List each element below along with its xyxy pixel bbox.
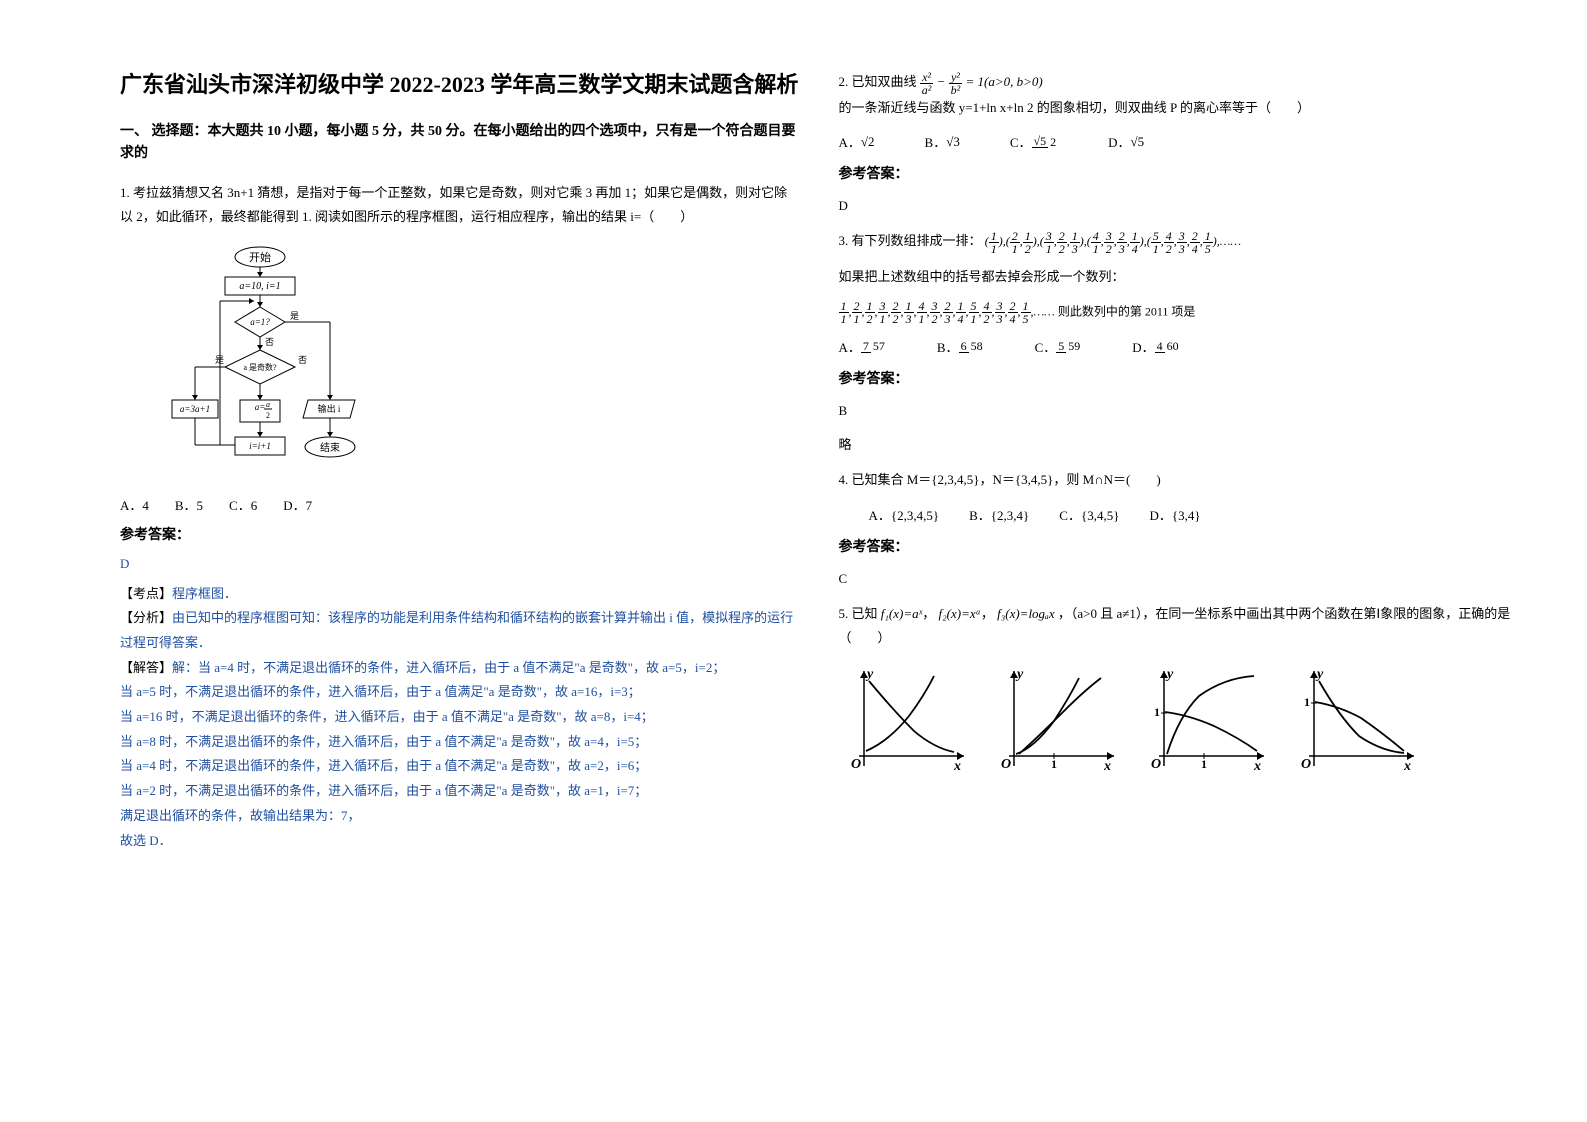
q1-solve2: 当 a=5 时，不满足退出循环的条件，进入循环后，由于 a 值满足"a 是奇数"… bbox=[120, 680, 799, 705]
svg-text:O: O bbox=[1151, 757, 1161, 772]
svg-text:1: 1 bbox=[1201, 757, 1207, 771]
flowchart: 开始 a=10, i=1 a=1? 是 否 a 是奇数? 是 否 bbox=[170, 245, 370, 485]
q2-optB: B．√3 bbox=[925, 132, 960, 151]
q1-solve4: 当 a=8 时，不满足退出循环的条件，进入循环后，由于 a 值不满足"a 是奇数… bbox=[120, 730, 799, 755]
graph-c: O y x 1 1 bbox=[1139, 666, 1269, 776]
svg-text:O: O bbox=[851, 757, 861, 772]
svg-text:y: y bbox=[1315, 667, 1324, 682]
svg-text:输出 i: 输出 i bbox=[318, 403, 341, 414]
q3-options: A．757 B．658 C．559 D．460 bbox=[839, 337, 1518, 356]
svg-text:1: 1 bbox=[1051, 757, 1057, 771]
svg-text:x: x bbox=[953, 759, 961, 774]
q4-options: A．{2,3,4,5} B．{2,3,4} C．{3,4,5} D．{3,4} bbox=[869, 505, 1518, 524]
svg-text:i=i+1: i=i+1 bbox=[249, 441, 271, 451]
q2-optC: C．√52 bbox=[1010, 132, 1058, 151]
graph-d: O y x 1 bbox=[1289, 666, 1419, 776]
svg-text:a=3a+1: a=3a+1 bbox=[180, 404, 210, 414]
q1-options: A．4 B．5 C．6 D．7 bbox=[120, 495, 799, 514]
svg-text:否: 否 bbox=[265, 337, 274, 347]
right-column: 2. 已知双曲线 x²a² − y²b² = 1(a>0, b>0) 的一条渐近… bbox=[819, 70, 1538, 1092]
svg-text:O: O bbox=[1301, 757, 1311, 772]
q4-optC: C．{3,4,5} bbox=[1059, 505, 1119, 524]
q1-solve: 【解答】解：当 a=4 时，不满足退出循环的条件，进入循环后，由于 a 值不满足… bbox=[120, 656, 799, 681]
answer-label: 参考答案： bbox=[120, 524, 799, 544]
svg-text:是: 是 bbox=[290, 311, 299, 321]
q2-answer: D bbox=[839, 198, 1518, 214]
graph-b: O y x 1 bbox=[989, 666, 1119, 776]
q1-solve3: 当 a=16 时，不满足退出循环的条件，进入循环后，由于 a 值不满足"a 是奇… bbox=[120, 705, 799, 730]
q4-answer-label: 参考答案： bbox=[839, 536, 1518, 556]
q4-optA: A．{2,3,4,5} bbox=[869, 505, 940, 524]
svg-text:a: a bbox=[266, 400, 270, 409]
question-1: 1. 考拉兹猜想又名 3n+1 猜想，是指对于每一个正整数，如果它是奇数，则对它… bbox=[120, 181, 799, 230]
q3-seq1: (11),(21,12),(31,22,13),(41,32,23,14),(5… bbox=[985, 234, 1241, 248]
q3-optB: B．658 bbox=[937, 337, 985, 356]
q1-solve6: 当 a=2 时，不满足退出循环的条件，进入循环后，由于 a 值不满足"a 是奇数… bbox=[120, 779, 799, 804]
graph-a: O y x bbox=[839, 666, 969, 776]
question-4: 4. 已知集合 M＝{2,3,4,5}，N＝{3,4,5}，则 M∩N＝( ) bbox=[839, 468, 1518, 493]
q3-optC: C．559 bbox=[1035, 337, 1083, 356]
q3-answer: B bbox=[839, 403, 1518, 419]
svg-text:a=: a= bbox=[255, 402, 266, 412]
svg-text:a 是奇数?: a 是奇数? bbox=[243, 362, 277, 372]
svg-text:y: y bbox=[1015, 667, 1024, 682]
svg-text:y: y bbox=[1165, 667, 1174, 682]
page-title: 广东省汕头市深洋初级中学 2022-2023 学年高三数学文期末试题含解析 bbox=[120, 70, 799, 101]
q1-solve7: 满足退出循环的条件，故输出结果为：7， bbox=[120, 804, 799, 829]
left-column: 广东省汕头市深洋初级中学 2022-2023 学年高三数学文期末试题含解析 一、… bbox=[100, 70, 819, 1092]
svg-text:x: x bbox=[1103, 759, 1111, 774]
svg-text:a=10, i=1: a=10, i=1 bbox=[239, 281, 280, 292]
q2-answer-label: 参考答案： bbox=[839, 163, 1518, 183]
q3-text2: 如果把上述数组中的括号都去掉会形成一个数列： bbox=[839, 265, 1518, 290]
svg-text:2: 2 bbox=[266, 411, 270, 420]
q4-optB: B．{2,3,4} bbox=[969, 505, 1029, 524]
q3-answer-label: 参考答案： bbox=[839, 368, 1518, 388]
q5-graphs: O y x O y x 1 O y x 1 bbox=[839, 666, 1518, 776]
svg-text:y: y bbox=[865, 667, 874, 682]
q3-seq2: 11,21,12,31,22,13,41,32,23,14,51,42,33,2… bbox=[839, 300, 1518, 325]
q2-options: A．√2 B．√3 C．√52 D．√5 bbox=[839, 132, 1518, 151]
q1-answer: D bbox=[120, 552, 799, 577]
question-2: 2. 已知双曲线 x²a² − y²b² = 1(a>0, b>0) 的一条渐近… bbox=[839, 70, 1518, 120]
svg-text:开始: 开始 bbox=[249, 250, 271, 264]
svg-text:1: 1 bbox=[1304, 695, 1310, 709]
svg-text:结束: 结束 bbox=[320, 441, 340, 454]
q1-point: 【考点】程序框图． bbox=[120, 582, 799, 607]
section-heading: 一、 选择题：本大题共 10 小题，每小题 5 分，共 50 分。在每小题给出的… bbox=[120, 121, 799, 166]
svg-text:a=1?: a=1? bbox=[250, 317, 270, 327]
q3-note: 略 bbox=[839, 434, 1518, 453]
q2-optA: A．√2 bbox=[839, 132, 875, 151]
q3-optD: D．460 bbox=[1132, 337, 1180, 356]
svg-text:x: x bbox=[1253, 759, 1261, 774]
flowchart-svg: 开始 a=10, i=1 a=1? 是 否 a 是奇数? 是 否 bbox=[170, 245, 390, 485]
question-3: 3. 有下列数组排成一排： (11),(21,12),(31,22,13),(4… bbox=[839, 229, 1518, 255]
q3-optA: A．757 bbox=[839, 337, 887, 356]
q4-optD: D．{3,4} bbox=[1149, 505, 1200, 524]
question-5: 5. 已知 f₁(x)=aˣ， f₂(x)=xᵃ， f₃(x)=logₐx ，（… bbox=[839, 602, 1518, 651]
q2-optD: D．√5 bbox=[1108, 132, 1144, 151]
q4-answer: C bbox=[839, 571, 1518, 587]
q1-solve8: 故选 D． bbox=[120, 829, 799, 854]
q1-solve5: 当 a=4 时，不满足退出循环的条件，进入循环后，由于 a 值不满足"a 是奇数… bbox=[120, 754, 799, 779]
svg-text:否: 否 bbox=[298, 355, 307, 365]
svg-text:O: O bbox=[1001, 757, 1011, 772]
svg-text:1: 1 bbox=[1154, 705, 1160, 719]
q1-analysis: 【分析】由已知中的程序框图可知：该程序的功能是利用条件结构和循环结构的嵌套计算并… bbox=[120, 606, 799, 655]
svg-text:x: x bbox=[1403, 759, 1411, 774]
